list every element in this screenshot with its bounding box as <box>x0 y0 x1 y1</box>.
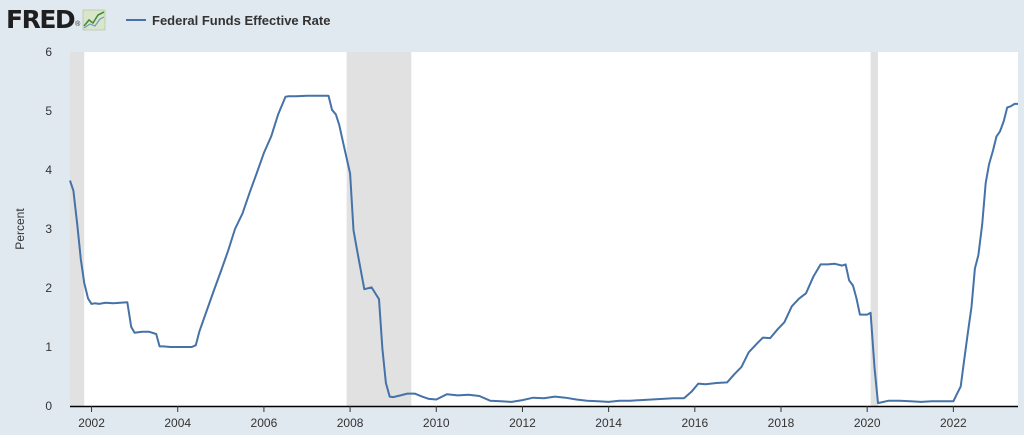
y-tick-label: 3 <box>45 222 52 236</box>
x-tick-label: 2010 <box>423 416 450 430</box>
chart-legend: Federal Funds Effective Rate <box>126 10 330 30</box>
series-line <box>69 94 1018 405</box>
x-tick-label: 2014 <box>595 416 622 430</box>
y-tick-label: 6 <box>45 45 52 59</box>
fred-logo[interactable]: FRED ® <box>6 6 106 34</box>
y-tick-label: 5 <box>45 104 52 118</box>
x-axis-ticks: 2002 2004 2006 2008 2010 2012 2014 2016 2018 2020… <box>78 406 967 430</box>
x-tick-label: 2006 <box>251 416 278 430</box>
y-tick-label: 1 <box>45 340 52 354</box>
x-tick-label: 2002 <box>78 416 105 430</box>
logo-text: FRED <box>6 5 76 34</box>
y-axis-title: Percent <box>13 208 27 250</box>
x-tick-label: 2018 <box>768 416 795 430</box>
x-tick-label: 2022 <box>940 416 967 430</box>
legend-label: Federal Funds Effective Rate <box>152 12 331 28</box>
x-tick-label: 2012 <box>509 416 536 430</box>
y-tick-label: 0 <box>45 399 52 413</box>
registered-mark: ® <box>75 21 81 28</box>
chart-header: FRED ® Federal Funds Effective Rate <box>0 0 1024 40</box>
y-axis-ticks: 0 1 2 3 4 5 6 <box>45 45 52 413</box>
x-tick-label: 2004 <box>164 416 191 430</box>
x-tick-label: 2016 <box>681 416 708 430</box>
plot-area <box>70 52 1018 406</box>
x-tick-label: 2008 <box>337 416 364 430</box>
y-tick-label: 4 <box>45 163 52 177</box>
recession-band <box>346 52 412 406</box>
x-tick-label: 2020 <box>854 416 881 430</box>
y-tick-label: 2 <box>45 281 52 295</box>
line-graph-icon <box>83 9 106 31</box>
recession-band <box>870 52 878 406</box>
legend-swatch <box>126 19 146 21</box>
series-layer <box>69 94 1018 405</box>
